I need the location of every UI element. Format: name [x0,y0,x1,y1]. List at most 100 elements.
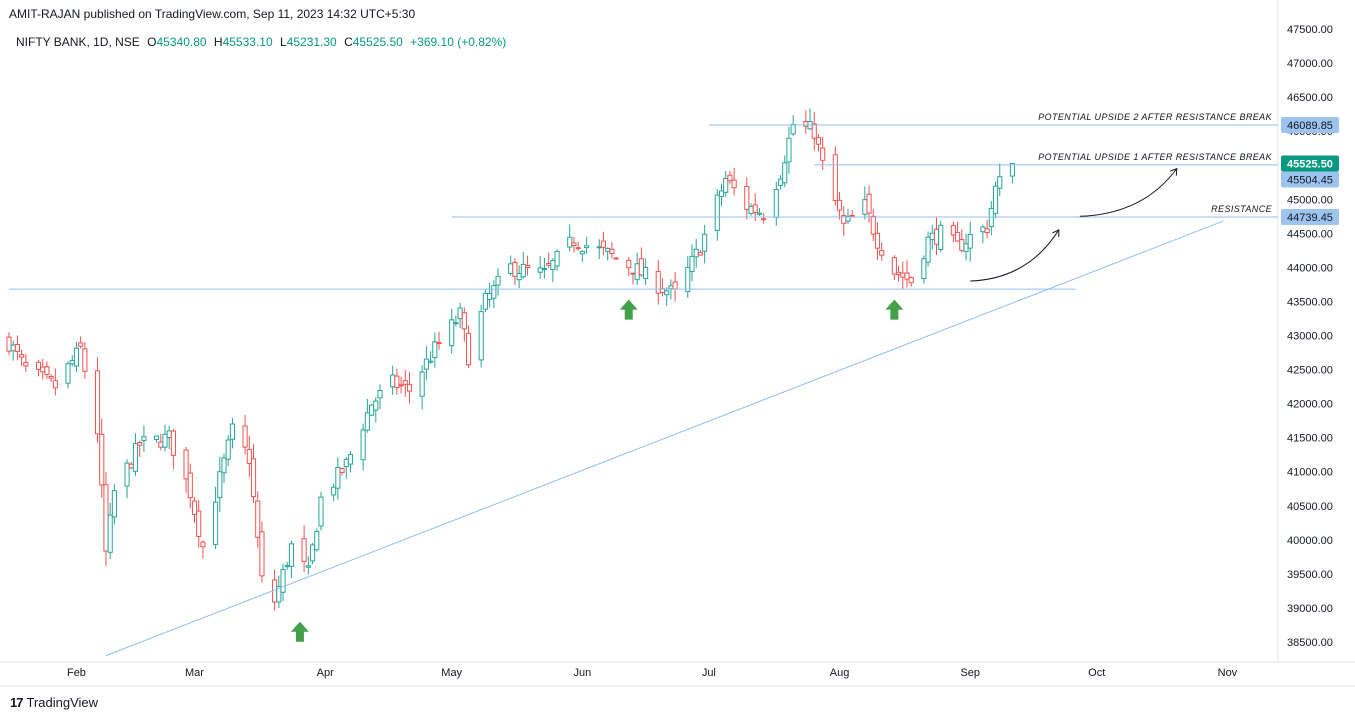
y-tick-label: 47500.00 [1287,24,1333,36]
candle-body [950,225,956,236]
price-tag-label: 45525.50 [1287,158,1333,170]
y-tick-label: 44500.00 [1287,228,1333,240]
y-tick-label: 42500.00 [1287,365,1333,377]
y-tick-label: 42000.00 [1287,399,1333,411]
candle-body [69,360,75,365]
candle-body [65,363,71,384]
candle-body [718,190,725,197]
trend-line[interactable] [105,220,1224,657]
candle-body [14,344,20,352]
symbol-name[interactable]: NIFTY BANK, 1D, NSE [16,35,140,49]
candle-body [487,293,493,300]
candle-body [643,266,649,280]
y-tick-label: 39000.00 [1287,603,1333,615]
candle-body [879,250,885,256]
open-label: O [147,35,157,49]
candle-body [967,233,973,249]
candle-body [959,239,965,251]
y-tick-label: 43500.00 [1287,296,1333,308]
level-price-tag [1281,117,1339,134]
candle-body [191,500,198,515]
high-value: 45533.10 [222,35,273,49]
candle-body [925,236,931,263]
candle-body [373,400,379,411]
x-tick-label: Sep [960,667,980,679]
candle-body [19,354,25,358]
candle-body [874,232,881,249]
y-tick-label: 38500.00 [1287,637,1333,649]
candle-body [196,510,202,537]
candle-body [815,137,822,145]
candle-body [938,224,944,250]
candle-body [609,248,615,254]
candle-body [524,265,531,268]
candle-body [48,375,54,379]
candle-body [845,215,851,222]
candle-body [870,215,876,235]
candle-body [331,486,337,496]
y-tick-label: 47000.00 [1287,58,1333,70]
candle-body [309,544,316,562]
candle-body [111,490,117,518]
price-tag-label: 46089.85 [1287,120,1333,132]
candle-body [1009,162,1015,177]
x-tick-label: Oct [1088,667,1105,679]
candle-body [99,433,105,486]
candle-body [398,384,404,387]
candle-body [461,312,467,330]
candle-body [626,259,632,269]
candle-body [655,270,661,294]
candle-body [752,204,758,213]
candle-body [891,257,897,275]
candle-body [866,193,872,214]
candle-body [744,185,750,210]
level-price-tag [1281,171,1339,188]
y-tick-label: 45000.00 [1287,194,1333,206]
candle-body [343,458,349,468]
candle-body [288,543,295,567]
candle-body [672,281,678,290]
candle-body [992,185,999,214]
candle-body [200,541,206,548]
tradingview-brand[interactable]: 17 TradingView [10,695,98,710]
candle-body [933,228,940,245]
candle-body [508,263,514,274]
candle-body [73,347,80,367]
candle-body [756,212,763,215]
candle-body [697,252,703,256]
candle-body [35,361,42,370]
candle-body [128,463,134,469]
candle-body [166,430,172,439]
y-tick-label: 39500.00 [1287,569,1333,581]
candle-body [605,247,611,252]
open-value: 45340.80 [156,35,207,49]
candle-body [727,174,733,182]
candle-body [731,179,737,189]
candle-body [904,272,910,280]
candle-body [520,263,526,278]
candle-body [259,531,265,577]
x-tick-label: Feb [67,667,86,679]
candle-body [94,370,101,435]
candle-body [360,429,366,461]
candle-body [406,383,413,392]
candle-body [702,233,708,252]
candle-body [23,362,29,367]
candle-body [761,218,767,221]
candle-body [546,262,552,266]
candle-body [685,266,691,293]
y-tick-label: 40000.00 [1287,535,1333,547]
candle-body [369,404,375,416]
low-label: L [279,35,287,49]
candle-body [377,390,383,399]
curved-arrow [970,229,1060,282]
candle-body [554,251,560,267]
candle-body [668,285,674,290]
price-tag-label: 44739.45 [1287,212,1333,224]
close-value: 45525.50 [352,35,403,49]
annotation-label: POTENTIAL UPSIDE 1 AFTER RESISTANCE BREA… [1038,152,1272,162]
level-price-tag [1281,209,1339,226]
candle-body [908,277,914,284]
curved-arrow [1079,168,1178,217]
